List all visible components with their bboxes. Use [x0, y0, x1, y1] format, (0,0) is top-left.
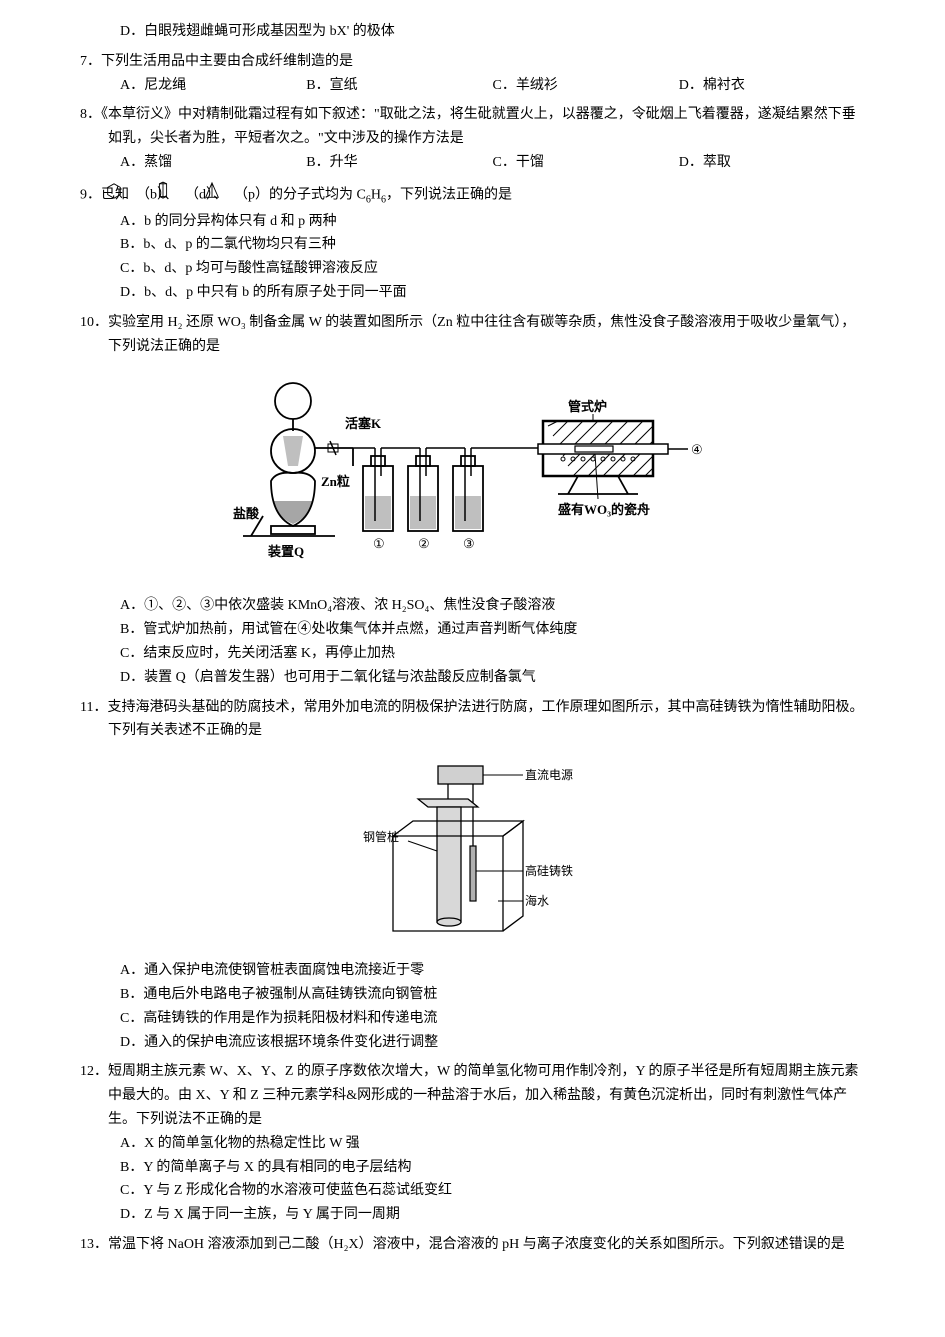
option-d: D．白眼残翅雌蝇可形成基因型为 bX' 的极体 — [80, 20, 865, 44]
option-c: C．Y 与 Z 形成化合物的水溶液可使蓝色石蕊试纸变红 — [80, 1179, 865, 1203]
anode-label: 高硅铸铁 — [525, 863, 573, 878]
option-c: C．高硅铸铁的作用是作为损耗阳极材料和传递电流 — [80, 1007, 865, 1031]
hcl-label: 盐酸 — [233, 506, 260, 521]
option-a: A．①、②、③中依次盛装 KMnO₄溶液、浓 H₂SO₄、焦性没食子酸溶液 — [80, 594, 865, 618]
power-label: 直流电源 — [525, 768, 573, 782]
q9-mid3: （p）的分子式均为 C — [234, 187, 366, 202]
option-d: D．通入的保护电流应该根据环境条件变化进行调整 — [80, 1031, 865, 1055]
kipp-generator — [243, 383, 353, 536]
option-c: C．羊绒衫 — [493, 74, 679, 98]
option-b: B．通电后外电路电子被强制从高硅铸铁流向钢管桩 — [80, 983, 865, 1007]
question-text: 11．支持海港码头基础的防腐技术，常用外加电流的阴极保护法进行防腐，工作原理如图… — [80, 696, 865, 744]
cathodic-protection-diagram: 直流电源 钢管桩 高硅铸铁 海 — [80, 751, 865, 951]
option-b: B．管式炉加热前，用试管在④处收集气体并点燃，通过声音判断气体纯度 — [80, 618, 865, 642]
option-b: B．宣纸 — [306, 74, 492, 98]
option-a: A．X 的简单氢化物的热稳定性比 W 强 — [80, 1132, 865, 1156]
valve-k-label: 活塞K — [345, 416, 382, 431]
question-text: 8．《本草衍义》中对精制砒霜过程有如下叙述："取砒之法，将生砒就置火上，以器覆之… — [80, 103, 865, 151]
question-text: 7．下列生活用品中主要由合成纤维制造的是 — [80, 50, 865, 74]
question-text: 12．短周期主族元素 W、X、Y、Z 的原子序数依次增大，W 的简单氢化物可用作… — [80, 1060, 865, 1131]
q9-suffix: ，下列说法正确的是 — [386, 187, 512, 202]
bottle-3-label: ③ — [463, 536, 475, 551]
wash-bottles — [353, 448, 543, 531]
option-a: A．蒸馏 — [120, 151, 306, 175]
question-11: 11．支持海港码头基础的防腐技术，常用外加电流的阴极保护法进行防腐，工作原理如图… — [80, 696, 865, 1055]
h: H — [371, 187, 381, 202]
question-text: 10．实验室用 H₂ 还原 WO₃ 制备金属 W 的装置如图所示（Zn 粒中往往… — [80, 311, 865, 359]
option-b: B．Y 的简单离子与 X 的具有相同的电子层结构 — [80, 1156, 865, 1180]
zn-label: Zn粒 — [321, 474, 350, 489]
question-8: 8．《本草衍义》中对精制砒霜过程有如下叙述："取砒之法，将生砒就置火上，以器覆之… — [80, 103, 865, 174]
question-9: 9．已知 （b）、 （d）、 （p）的分子式均为 C6H6，下列说法正 — [80, 181, 865, 305]
option-b: B．b、d、p 的二氯代物均只有三种 — [80, 233, 865, 257]
outlet-4-label: ④ — [691, 442, 703, 457]
question-6-partial: D．白眼残翅雌蝇可形成基因型为 bX' 的极体 — [80, 20, 865, 44]
option-d: D．棉衬衣 — [679, 74, 865, 98]
option-d: D．萃取 — [679, 151, 865, 175]
option-d: D．装置 Q（启普发生器）也可用于二氧化锰与浓盐酸反应制备氯气 — [80, 666, 865, 690]
option-d: D．Z 与 X 属于同一主族，与 Y 属于同一周期 — [80, 1203, 865, 1227]
option-c: C．b、d、p 均可与酸性高锰酸钾溶液反应 — [80, 257, 865, 281]
furnace-label: 管式炉 — [568, 399, 607, 414]
water-label: 海水 — [525, 893, 549, 908]
option-a: A．通入保护电流使钢管桩表面腐蚀电流接近于零 — [80, 959, 865, 983]
option-c: C．干馏 — [493, 151, 679, 175]
question-text: 13．常温下将 NaOH 溶液添加到己二酸（H₂X）溶液中，混合溶液的 pH 与… — [80, 1233, 865, 1257]
question-10: 10．实验室用 H₂ 还原 WO₃ 制备金属 W 的装置如图所示（Zn 粒中往往… — [80, 311, 865, 690]
question-12: 12．短周期主族元素 W、X、Y、Z 的原子序数依次增大，W 的简单氢化物可用作… — [80, 1060, 865, 1227]
bottle-1-label: ① — [373, 536, 385, 551]
option-b: B．升华 — [306, 151, 492, 175]
option-c: C．结束反应时，先关闭活塞 K，再停止加热 — [80, 642, 865, 666]
question-7: 7．下列生活用品中主要由合成纤维制造的是 A．尼龙绳 B．宣纸 C．羊绒衫 D．… — [80, 50, 865, 98]
device-q-label: 装置Q — [267, 544, 304, 559]
bottle-2-label: ② — [418, 536, 430, 551]
tube-furnace — [538, 421, 688, 494]
question-13: 13．常温下将 NaOH 溶液添加到己二酸（H₂X）溶液中，混合溶液的 pH 与… — [80, 1233, 865, 1257]
option-a: A．尼龙绳 — [120, 74, 306, 98]
boat-label: 盛有WO₃的瓷舟 — [558, 502, 650, 517]
question-text: 9．已知 （b）、 （d）、 （p）的分子式均为 C6H6，下列说法正 — [80, 181, 865, 210]
option-a: A．b 的同分异构体只有 d 和 p 两种 — [80, 210, 865, 234]
option-d: D．b、d、p 中只有 b 的所有原子处于同一平面 — [80, 281, 865, 305]
apparatus-diagram: 活塞K Zn粒 盐酸 装置Q — [80, 366, 865, 586]
